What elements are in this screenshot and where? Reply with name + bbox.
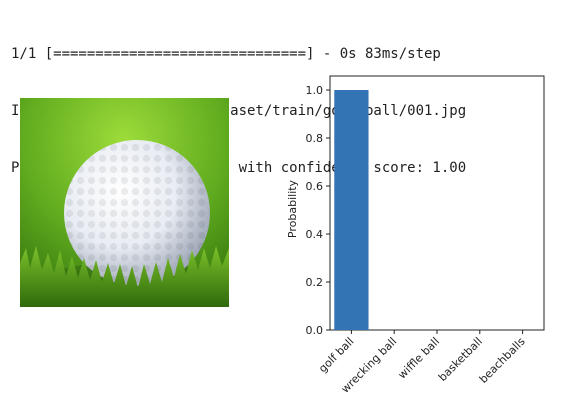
y-tick-label: 0.4 [306, 228, 324, 241]
input-image [20, 98, 229, 307]
x-tick-label: golf ball [316, 335, 356, 375]
y-tick-label: 1.0 [306, 84, 324, 97]
y-tick-label: 0.6 [306, 180, 324, 193]
x-tick-label: beachballs [477, 335, 528, 386]
golf-ball-image [20, 98, 229, 307]
y-tick-label: 0.2 [306, 276, 324, 289]
y-axis-label: Probability [286, 179, 299, 238]
y-tick-label: 0.8 [306, 132, 324, 145]
progress-line: 1/1 [==============================] - 0… [11, 46, 441, 62]
bar [334, 90, 369, 330]
y-tick-label: 0.0 [306, 324, 324, 337]
